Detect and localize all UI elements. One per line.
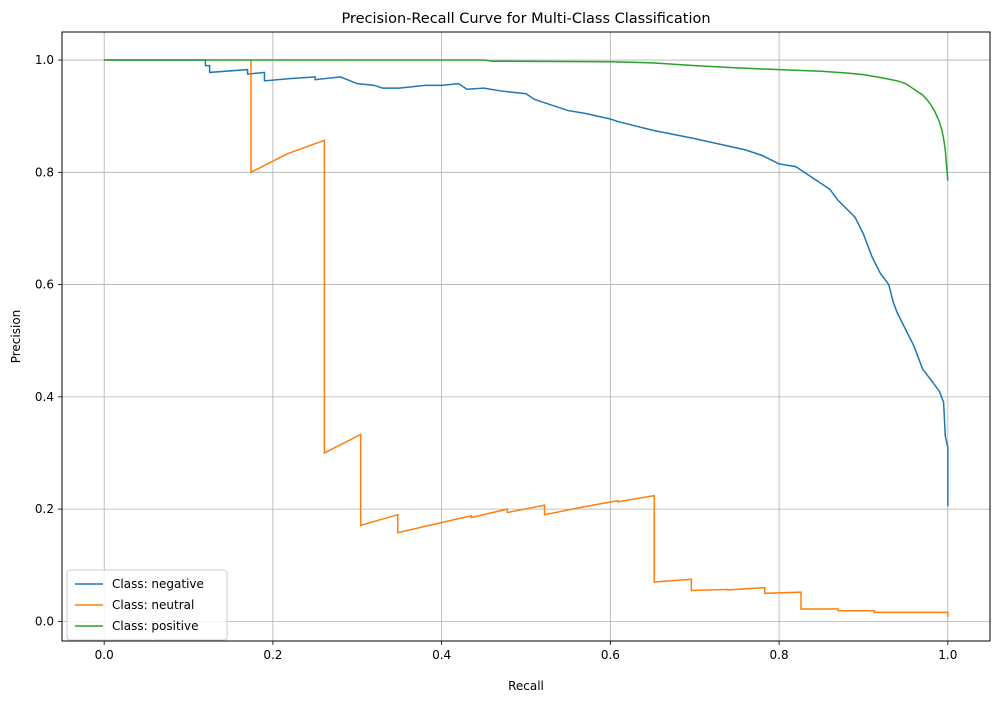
y-tick-label: 0.2 (35, 502, 54, 516)
x-tick-label: 0.0 (95, 648, 114, 662)
series-line-neutral (250, 60, 949, 617)
y-axis-ticks: 0.0 0.2 0.4 0.6 0.8 1.0 (35, 53, 62, 628)
y-tick-label: 0.0 (35, 614, 54, 628)
y-tick-label: 1.0 (35, 53, 54, 67)
x-axis-ticks: 0.0 0.2 0.4 0.6 0.8 1.0 (95, 641, 957, 662)
legend-label-positive: Class: positive (112, 619, 199, 633)
x-tick-label: 0.6 (601, 648, 620, 662)
series-line-negative (104, 59, 949, 507)
legend-label-negative: Class: negative (112, 577, 204, 591)
y-tick-label: 0.6 (35, 278, 54, 292)
series-layer (104, 59, 949, 617)
y-tick-label: 0.8 (35, 165, 54, 179)
series-line-positive (104, 59, 949, 181)
x-tick-label: 0.2 (263, 648, 282, 662)
y-axis-label: Precision (9, 310, 23, 364)
chart-title: Precision-Recall Curve for Multi-Class C… (341, 11, 710, 27)
legend-label-neutral: Class: neutral (112, 598, 194, 612)
legend: Class: negative Class: neutral Class: posi… (66, 569, 228, 641)
x-axis-label: Recall (508, 679, 544, 693)
x-tick-label: 0.4 (432, 648, 451, 662)
x-tick-label: 0.8 (770, 648, 789, 662)
x-tick-label: 1.0 (938, 648, 957, 662)
grid-lines (62, 32, 990, 641)
y-tick-label: 0.4 (35, 390, 54, 404)
legend-box (66, 569, 228, 641)
plot-frame (61, 31, 991, 642)
